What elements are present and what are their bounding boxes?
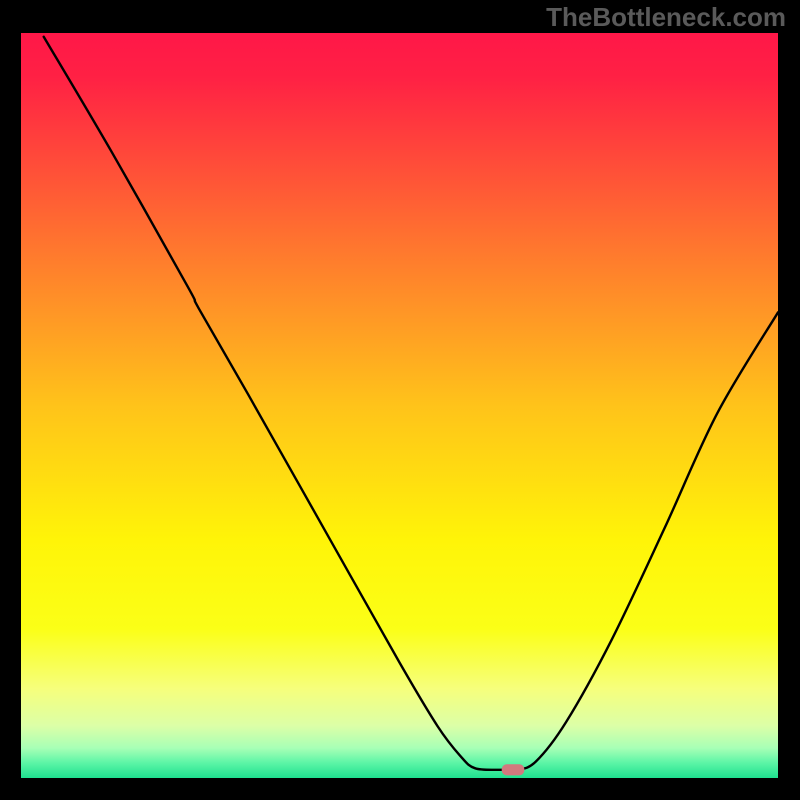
gradient-background <box>21 33 778 778</box>
watermark-text: TheBottleneck.com <box>546 2 786 33</box>
chart-svg <box>21 33 778 778</box>
optimum-marker <box>502 764 525 775</box>
plot-area <box>21 33 778 778</box>
chart-frame: TheBottleneck.com <box>0 0 800 800</box>
